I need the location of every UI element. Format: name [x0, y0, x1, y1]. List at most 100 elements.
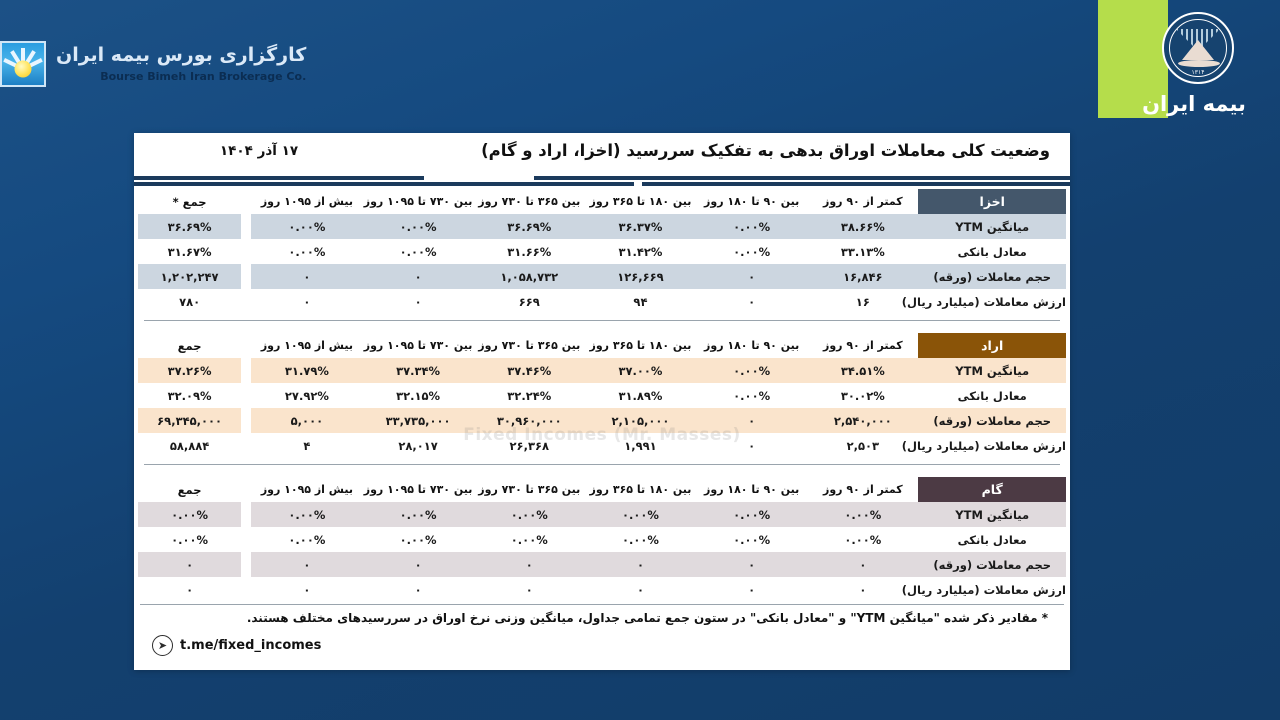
row-label: حجم معاملات (ورقه) — [918, 264, 1066, 289]
cell-bucket-1: ۱۶,۸۴۶ — [807, 264, 919, 289]
cell-sum: ۳۱.۶۷% — [138, 239, 242, 264]
row-gap — [241, 239, 252, 264]
cell-bucket-2: ۰.۰۰% — [696, 239, 808, 264]
cell-bucket-5: ۳۳,۷۳۵,۰۰۰ — [362, 408, 474, 433]
cell-bucket-3: ۳۶.۳۷% — [584, 214, 697, 239]
table-row: میانگین YTM ۰.۰۰% ۰.۰۰% ۰.۰۰% ۰.۰۰% ۰.۰۰% ۰.۰۰… — [138, 502, 1066, 527]
cell-bucket-3: ۰ — [584, 577, 697, 602]
row-label: حجم معاملات (ورقه) — [918, 552, 1066, 577]
cell-bucket-3: ۰ — [584, 552, 697, 577]
table-row: معادل بانکی ۰.۰۰% ۰.۰۰% ۰.۰۰% ۰.۰۰% ۰.۰۰% ۰.۰۰… — [138, 527, 1066, 552]
section-header-row: اراد کمتر از ۹۰ روز بین ۹۰ تا ۱۸۰ روز بین ۱… — [138, 333, 1066, 358]
row-gap — [241, 358, 252, 383]
seal-year: ۱۳۱۴ — [1191, 69, 1205, 76]
section-header-row: اخزا کمتر از ۹۰ روز بین ۹۰ تا ۱۸۰ روز بین ۱… — [138, 189, 1066, 214]
row-gap — [241, 527, 252, 552]
insurer-brand: ۱۳۱۴ بیمه ایران — [1060, 0, 1280, 120]
cell-bucket-5: ۲۸,۰۱۷ — [362, 433, 474, 458]
cell-bucket-5: ۰ — [362, 264, 474, 289]
row-label: میانگین YTM — [918, 502, 1066, 527]
cell-bucket-5: ۰ — [362, 577, 474, 602]
cell-bucket-1: ۰ — [807, 577, 919, 602]
telegram-icon: ➤ — [152, 635, 173, 656]
cell-bucket-2: ۰ — [696, 264, 808, 289]
cell-sum: ۱,۲۰۲,۲۴۷ — [138, 264, 242, 289]
cell-bucket-1: ۲,۵۴۰,۰۰۰ — [807, 408, 919, 433]
cell-bucket-6: ۰ — [251, 552, 363, 577]
table-row: معادل بانکی ۳۳.۱۳% ۰.۰۰% ۳۱.۴۲% ۳۱.۶۶% ۰.۰۰% ۰… — [138, 239, 1066, 264]
cell-bucket-2: ۰.۰۰% — [696, 527, 808, 552]
sum-column-header: جمع — [138, 477, 242, 502]
section-name: اراد — [918, 333, 1066, 358]
cell-bucket-3: ۹۴ — [584, 289, 697, 314]
column-header-3: بین ۱۸۰ تا ۳۶۵ روز — [584, 477, 697, 502]
column-header-6: بیش از ۱۰۹۵ روز — [251, 189, 363, 214]
section-table-3: گام کمتر از ۹۰ روز بین ۹۰ تا ۱۸۰ روز بین ۱۸… — [138, 477, 1066, 602]
cell-sum: ۰ — [138, 552, 242, 577]
telegram-link[interactable]: ➤ t.me/fixed_incomes — [152, 635, 321, 656]
card-title-row: وضعیت کلی معاملات اوراق بدهی به تفکیک سر… — [134, 133, 1070, 175]
cell-bucket-6: ۰.۰۰% — [251, 502, 363, 527]
cell-bucket-4: ۰.۰۰% — [473, 502, 585, 527]
column-header-1: کمتر از ۹۰ روز — [807, 333, 919, 358]
brand-name-en: Bourse Bimeh Iran Brokerage Co. — [100, 69, 307, 83]
section-name: گام — [918, 477, 1066, 502]
row-gap — [241, 383, 252, 408]
cell-sum: ۵۸,۸۸۴ — [138, 433, 242, 458]
cell-sum: ۳۶.۶۹% — [138, 214, 242, 239]
row-label: ارزش معاملات (میلیارد ریال) — [902, 433, 1066, 458]
cell-bucket-1: ۳۴.۵۱% — [807, 358, 919, 383]
sun-logo-icon — [0, 41, 46, 87]
cell-bucket-1: ۰ — [807, 552, 919, 577]
cell-bucket-2: ۰ — [696, 289, 808, 314]
cell-bucket-2: ۰ — [696, 552, 808, 577]
column-header-5: بین ۷۳۰ تا ۱۰۹۵ روز — [362, 333, 474, 358]
row-gap — [241, 408, 252, 433]
section-name: اخزا — [918, 189, 1066, 214]
cell-bucket-1: ۱۶ — [807, 289, 919, 314]
report-date: ۱۷ آذر ۱۴۰۴ — [219, 143, 299, 159]
cell-bucket-5: ۰ — [362, 552, 474, 577]
bimeh-wordmark: بیمه ایران — [1142, 92, 1246, 116]
cell-bucket-6: ۵,۰۰۰ — [251, 408, 363, 433]
brokerage-brand: کارگزاری بورس بیمه ایران Bourse Bimeh Ir… — [0, 24, 306, 104]
cell-bucket-4: ۳۱.۶۶% — [473, 239, 585, 264]
cell-sum: ۰.۰۰% — [138, 502, 242, 527]
column-header-5: بین ۷۳۰ تا ۱۰۹۵ روز — [362, 189, 474, 214]
telegram-handle: t.me/fixed_incomes — [180, 638, 322, 653]
cell-sum: ۳۷.۲۶% — [138, 358, 242, 383]
table-row: معادل بانکی ۳۰.۰۲% ۰.۰۰% ۳۱.۸۹% ۳۲.۲۴% ۳۲.۱۵%… — [138, 383, 1066, 408]
table-row: میانگین YTM ۳۴.۵۱% ۰.۰۰% ۳۷.۰۰% ۳۷.۴۶% ۳۷.۳۴%… — [138, 358, 1066, 383]
header-gap — [241, 333, 252, 358]
row-label: ارزش معاملات (میلیارد ریال) — [902, 577, 1066, 602]
decorative-rules — [134, 175, 1070, 189]
cell-bucket-6: ۰ — [251, 289, 363, 314]
column-header-6: بیش از ۱۰۹۵ روز — [251, 333, 363, 358]
column-header-2: بین ۹۰ تا ۱۸۰ روز — [696, 333, 808, 358]
row-label: ارزش معاملات (میلیارد ریال) — [902, 289, 1066, 314]
row-gap — [241, 289, 252, 314]
row-label: میانگین YTM — [918, 358, 1066, 383]
cell-bucket-1: ۳۳.۱۳% — [807, 239, 919, 264]
row-label: معادل بانکی — [918, 527, 1066, 552]
cell-bucket-5: ۰.۰۰% — [362, 214, 474, 239]
cell-bucket-6: ۳۱.۷۹% — [251, 358, 363, 383]
row-gap — [241, 264, 252, 289]
column-header-3: بین ۱۸۰ تا ۳۶۵ روز — [584, 333, 697, 358]
footnote: * مقادیر ذکر شده "میانگین YTM" و "معادل … — [246, 611, 1048, 625]
column-header-4: بین ۳۶۵ تا ۷۳۰ روز — [473, 477, 585, 502]
cell-bucket-2: ۰ — [696, 577, 808, 602]
column-header-3: بین ۱۸۰ تا ۳۶۵ روز — [584, 189, 697, 214]
cell-bucket-4: ۲۶,۳۶۸ — [473, 433, 585, 458]
cell-bucket-1: ۰.۰۰% — [807, 527, 919, 552]
section-table-2: اراد کمتر از ۹۰ روز بین ۹۰ تا ۱۸۰ روز بین ۱… — [138, 333, 1066, 458]
cell-bucket-4: ۳۷.۴۶% — [473, 358, 585, 383]
cell-bucket-2: ۰ — [696, 433, 808, 458]
header-gap — [241, 477, 252, 502]
cell-bucket-4: ۱,۰۵۸,۷۳۲ — [473, 264, 585, 289]
column-header-1: کمتر از ۹۰ روز — [807, 477, 919, 502]
cell-bucket-3: ۱۲۶,۶۶۹ — [584, 264, 697, 289]
sum-column-header: جمع * — [138, 189, 242, 214]
column-header-2: بین ۹۰ تا ۱۸۰ روز — [696, 189, 808, 214]
cell-bucket-6: ۴ — [251, 433, 363, 458]
